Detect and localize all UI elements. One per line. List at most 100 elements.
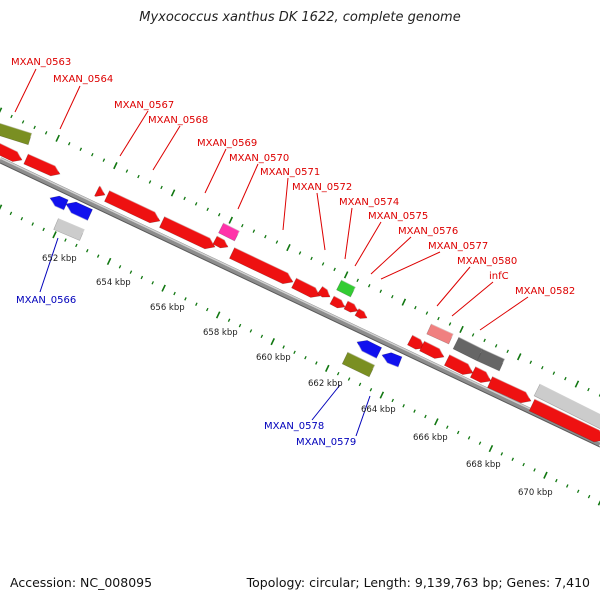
minor-tick (31, 222, 34, 226)
minor-tick (217, 213, 221, 217)
gene-label-mxan-0569[interactable]: MXAN_0569 (197, 138, 257, 149)
gene-label-mxan-0577[interactable]: MXAN_0577 (428, 241, 488, 252)
kbp-label: 662 kbp (308, 379, 343, 389)
major-tick (597, 498, 600, 506)
gene-label-mxan-0580[interactable]: MXAN_0580 (457, 256, 517, 267)
major-tick (543, 471, 548, 479)
gene-arrow (443, 354, 474, 375)
minor-tick (500, 452, 504, 456)
major-tick (52, 231, 57, 239)
genome-backbone (0, 157, 600, 448)
gene-labels: MXAN_0563 MXAN_0564 MXAN_0567 MXAN_0568 … (11, 57, 575, 448)
gene-box-lightgray (533, 383, 600, 431)
gene-label-mxan-0568[interactable]: MXAN_0568 (148, 115, 208, 126)
gene-label-mxan-0564[interactable]: MXAN_0564 (53, 74, 113, 85)
minor-tick (478, 441, 482, 445)
gene-label-mxan-0576[interactable]: MXAN_0576 (398, 226, 458, 237)
major-tick (215, 311, 221, 319)
minor-tick (75, 243, 78, 248)
gene-label-mxan-0574[interactable]: MXAN_0574 (339, 197, 399, 208)
minor-tick (333, 267, 336, 272)
gene-label-infc[interactable]: infC (489, 271, 509, 282)
kbp-label: 656 kbp (150, 303, 185, 313)
minor-tick (137, 174, 140, 179)
major-tick (379, 391, 385, 399)
major-tick (434, 418, 439, 426)
major-tick (0, 107, 3, 115)
minor-tick (310, 256, 313, 261)
gene-label-mxan-0579[interactable]: MXAN_0579 (296, 437, 356, 448)
leader-line (119, 110, 149, 157)
minor-tick (321, 262, 325, 266)
gene-label-mxan-0571[interactable]: MXAN_0571 (260, 167, 320, 178)
gene-arrow-reverse (49, 195, 69, 211)
minor-tick (195, 302, 198, 306)
gene-label-mxan-0563[interactable]: MXAN_0563 (11, 57, 71, 68)
gene-label-mxan-0567[interactable]: MXAN_0567 (114, 100, 174, 111)
major-tick (516, 353, 522, 361)
gene-arrow (229, 247, 294, 285)
minor-tick (336, 371, 340, 376)
kbp-axis-labels: 652 kbp 654 kbp 656 kbp 658 kbp 660 kbp … (42, 254, 553, 498)
minor-tick (249, 329, 253, 333)
minor-tick (64, 238, 67, 242)
minor-tick (391, 294, 394, 299)
minor-tick (555, 478, 558, 483)
minor-tick (467, 436, 471, 440)
minor-tick (96, 254, 100, 258)
minor-tick (298, 251, 302, 255)
gene-arrow-reverse (65, 201, 93, 221)
gene-arrow (329, 295, 346, 309)
gene-label-mxan-0575[interactable]: MXAN_0575 (368, 211, 428, 222)
minor-tick (402, 404, 405, 408)
kbp-label: 664 kbp (361, 405, 396, 415)
gene-box-gray (476, 348, 506, 372)
gene-box-salmon (426, 323, 454, 345)
minor-tick (356, 278, 359, 283)
minor-tick (541, 365, 544, 370)
gene-arrow (469, 366, 492, 383)
gene-label-mxan-0566[interactable]: MXAN_0566 (16, 295, 76, 306)
gene-arrow (159, 216, 216, 250)
major-tick (574, 380, 580, 388)
minor-tick (506, 349, 509, 354)
leader-line (380, 251, 441, 280)
minor-tick (533, 468, 536, 472)
leader-line (354, 221, 382, 267)
major-tick (113, 162, 118, 170)
gene-label-mxan-0578[interactable]: MXAN_0578 (264, 421, 324, 432)
gene-arrow (407, 334, 426, 350)
minor-tick (184, 297, 187, 301)
leader-line (204, 148, 227, 194)
minor-tick (293, 350, 296, 355)
gene-features (0, 121, 600, 443)
minor-tick (315, 361, 318, 365)
gene-arrow (0, 141, 23, 162)
gene-label-mxan-0572[interactable]: MXAN_0572 (292, 182, 352, 193)
minor-tick (140, 275, 144, 280)
reverse-tick-track (0, 204, 600, 506)
leader-line (282, 177, 289, 231)
kbp-label: 652 kbp (42, 254, 77, 264)
gene-label-mxan-0582[interactable]: MXAN_0582 (515, 286, 575, 297)
minor-tick (264, 234, 267, 239)
leader-line (237, 163, 259, 210)
gene-arrow (343, 300, 359, 313)
genome-title: Myxococcus xanthus DK 1622, complete gen… (139, 10, 461, 25)
minor-tick (552, 371, 556, 375)
leader-line (370, 236, 412, 275)
minor-tick (425, 311, 429, 315)
accession-text: Accession: NC_008095 (10, 575, 153, 590)
minor-tick (20, 216, 24, 221)
major-tick (343, 271, 349, 279)
gene-arrow (291, 277, 321, 298)
minor-tick (511, 457, 514, 461)
gene-arrow (354, 308, 368, 319)
major-tick (325, 364, 330, 372)
minor-tick (391, 398, 394, 403)
minor-tick (206, 307, 209, 312)
minor-tick (21, 120, 25, 124)
gene-arrow (419, 340, 445, 359)
minor-tick (10, 114, 13, 119)
gene-label-mxan-0570[interactable]: MXAN_0570 (229, 153, 289, 164)
